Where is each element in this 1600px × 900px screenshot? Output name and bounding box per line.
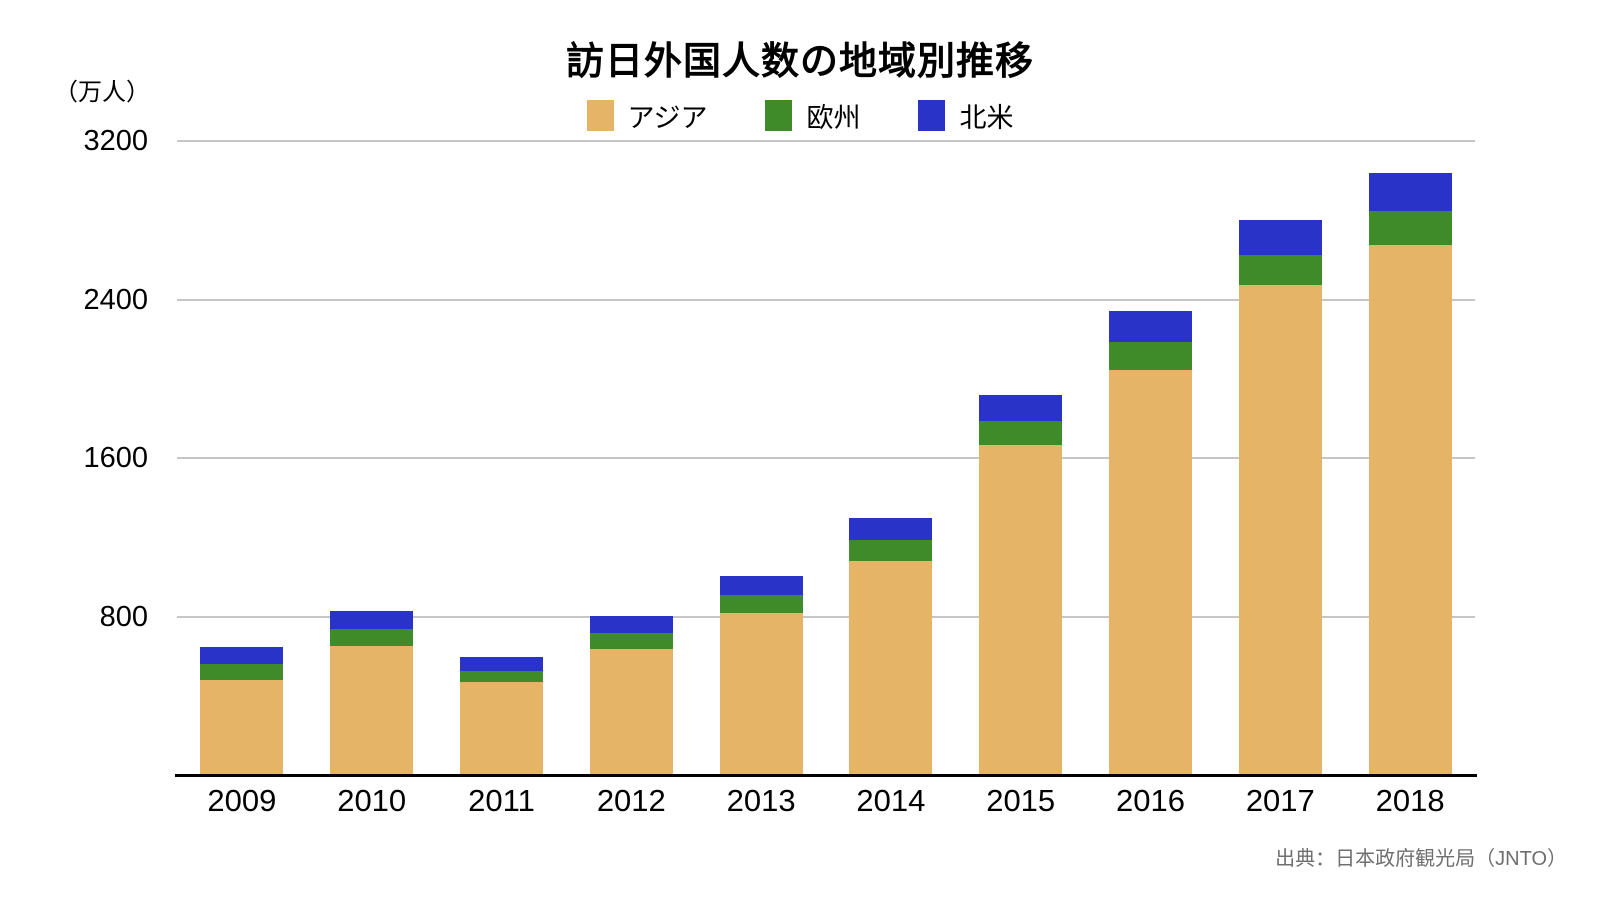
bar-segment-north-america-2012 <box>589 615 673 634</box>
x-tick-label-2016: 2016 <box>1116 783 1185 818</box>
bar-segment-europe-2015 <box>979 420 1063 446</box>
bar-segment-europe-2016 <box>1109 342 1192 371</box>
bar-segment-north-america-2009 <box>200 646 284 664</box>
y-tick-label-3200: 3200 <box>83 125 148 157</box>
y-axis-unit-label: （万人） <box>54 79 150 106</box>
legend-label-north-america: 北米 <box>959 103 1014 133</box>
x-tick-label-2013: 2013 <box>726 783 796 818</box>
bar-segment-asia-2009 <box>200 679 284 775</box>
bar-segment-north-america-2017 <box>1238 220 1322 255</box>
x-tick-label-2011: 2011 <box>468 783 535 818</box>
gridline-2400 <box>177 298 1475 301</box>
bar-segment-asia-2016 <box>1109 370 1192 775</box>
bar-segment-asia-2010 <box>330 645 414 775</box>
x-tick-label-2009: 2009 <box>207 783 277 818</box>
legend-label-asia: アジア <box>627 103 708 133</box>
bar-segment-asia-2011 <box>460 681 543 775</box>
bar-segment-north-america-2013 <box>719 576 803 596</box>
x-tick-label-2015: 2015 <box>986 783 1056 818</box>
gridline-800 <box>177 615 1475 618</box>
legend-item-europe: 欧州 <box>765 96 860 135</box>
bar-segment-north-america-2018 <box>1368 172 1452 211</box>
bar-segment-asia-2013 <box>719 613 803 775</box>
legend-item-asia: アジア <box>586 96 708 135</box>
bar-segment-north-america-2015 <box>979 394 1063 421</box>
legend-swatch-north-america <box>918 100 946 131</box>
bar-segment-europe-2018 <box>1368 210 1452 245</box>
x-tick-label-2010: 2010 <box>337 783 407 818</box>
bar-segment-europe-2013 <box>719 595 803 614</box>
x-axis-line <box>175 774 1477 777</box>
bar-segment-north-america-2010 <box>330 610 414 629</box>
x-tick-label-2012: 2012 <box>596 783 666 818</box>
y-tick-label-2400: 2400 <box>83 283 148 316</box>
bar-segment-asia-2014 <box>849 560 933 775</box>
bar-segment-europe-2017 <box>1238 254 1322 286</box>
bar-segment-north-america-2011 <box>460 656 543 671</box>
legend-swatch-europe <box>765 100 793 131</box>
bar-segment-europe-2009 <box>200 663 284 680</box>
chart-title: 訪日外国人数の地域別推移 <box>565 41 1034 83</box>
bar-segment-asia-2018 <box>1368 244 1452 775</box>
y-tick-label-800: 800 <box>99 600 148 633</box>
x-tick-label-2018: 2018 <box>1375 783 1445 818</box>
bar-segment-europe-2011 <box>460 670 543 682</box>
legend-swatch-asia <box>586 100 614 131</box>
x-tick-label-2017: 2017 <box>1245 783 1315 818</box>
legend-item-north-america: 北米 <box>918 96 1013 135</box>
bar-segment-asia-2012 <box>589 648 673 775</box>
bar-segment-europe-2010 <box>330 628 414 646</box>
y-tick-label-1600: 1600 <box>83 442 148 474</box>
x-tick-label-2014: 2014 <box>856 783 926 818</box>
bar-segment-north-america-2014 <box>849 517 933 540</box>
bar-segment-asia-2017 <box>1238 285 1322 775</box>
legend-label-europe: 欧州 <box>806 103 861 133</box>
bar-segment-europe-2012 <box>589 633 673 649</box>
bar-segment-asia-2015 <box>979 445 1063 775</box>
gridline-1600 <box>177 457 1475 459</box>
legend: アジア 欧州 北米 <box>0 96 1600 135</box>
gridline-3200 <box>177 140 1475 142</box>
bar-segment-europe-2014 <box>849 539 933 561</box>
source-caption: 出典：日本政府観光局（JNTO） <box>1275 848 1567 870</box>
bar-segment-north-america-2016 <box>1109 310 1192 343</box>
